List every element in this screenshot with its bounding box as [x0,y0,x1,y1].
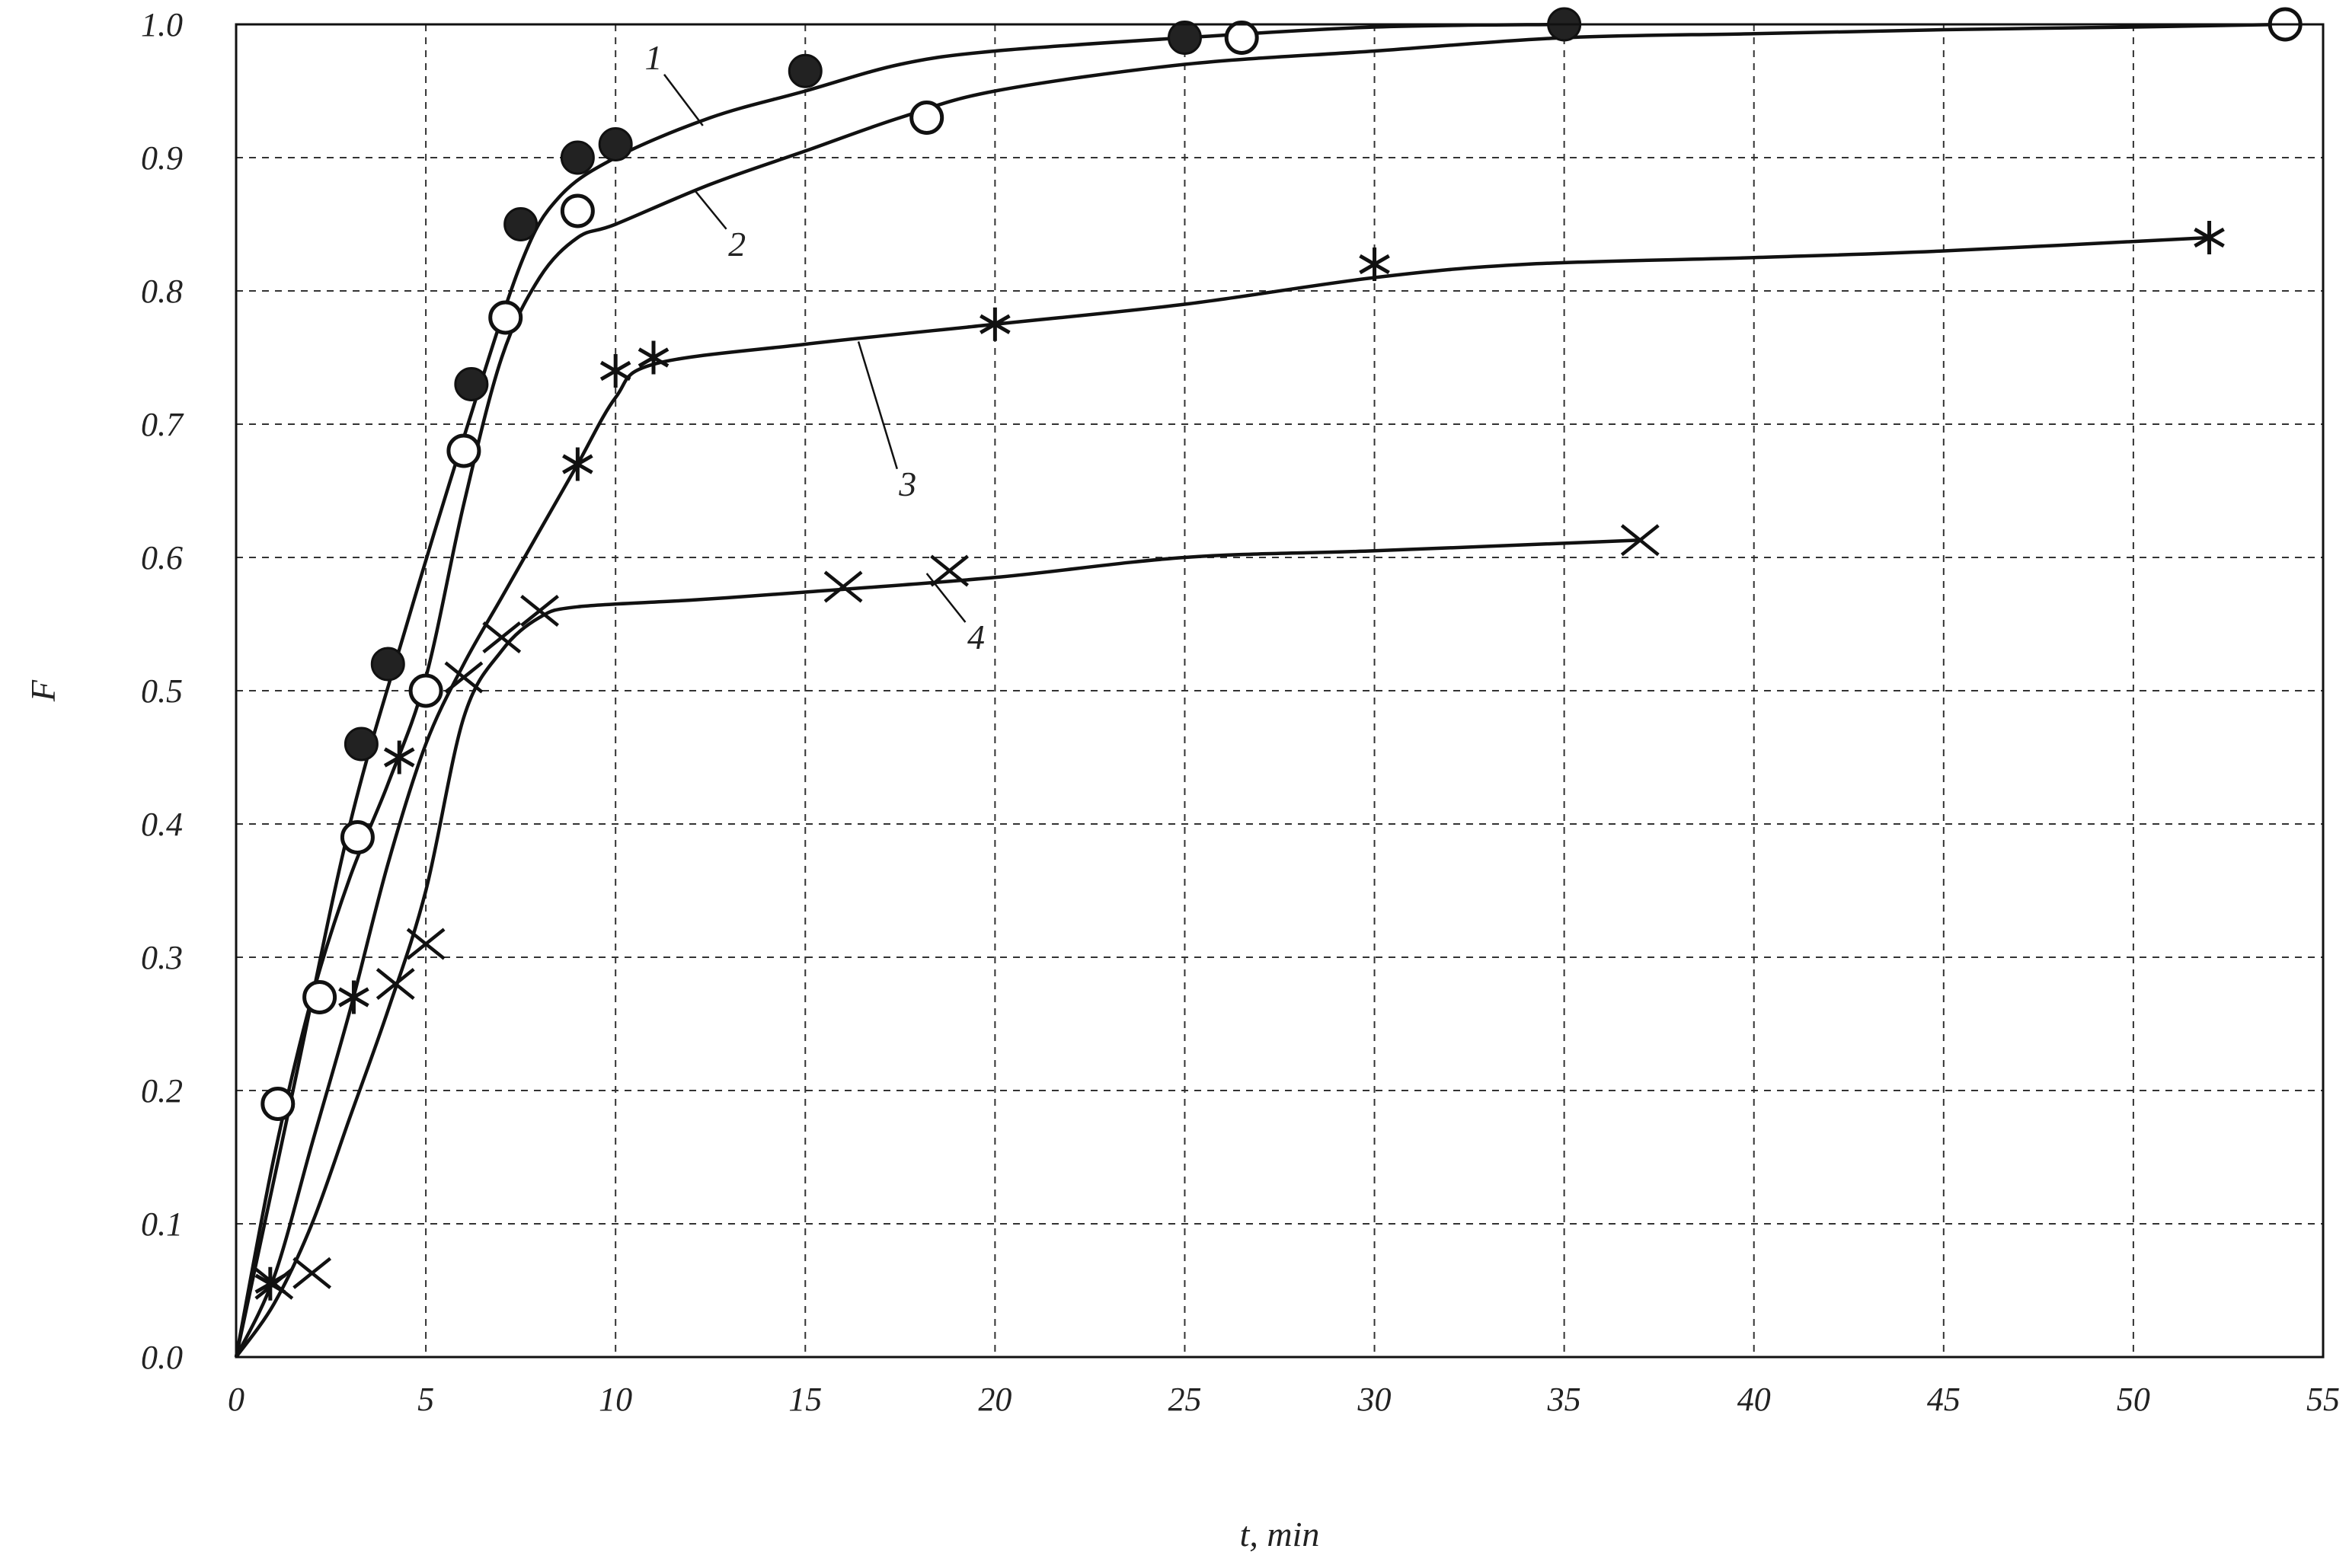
y-tick-label: 0.0 [141,1339,183,1376]
curve-label-1-leader [663,73,704,126]
y-tick-label: 0.3 [141,939,183,976]
series-1-point [503,207,539,241]
series-1-point [370,647,405,682]
y-tick-label: 0.9 [141,139,183,177]
series-1-point [598,127,633,161]
series-4-point [930,554,969,587]
x-tick-label: 20 [978,1381,1012,1418]
series-2-point [560,193,595,228]
x-tick-label: 55 [2306,1381,2340,1418]
series-4-point [823,570,863,603]
curve-labels: 1 2 3 4 [645,38,985,656]
curve-label-1: 1 [645,38,663,77]
series-2-point [408,673,443,708]
x-axis-title: t, min [1240,1515,1320,1554]
y-axis-title: F [24,679,62,702]
series-3-point [383,740,415,774]
series-4-point [444,661,484,694]
plot-frame [235,23,2325,1359]
curve-label-4: 4 [967,618,985,656]
series-1-point [560,140,595,175]
x-tick-labels: 0 5 10 15 20 25 30 35 40 45 50 55 [228,1381,2340,1418]
series-1-curve [234,22,1564,1358]
series-4-point [406,928,446,960]
y-tick-label: 0.1 [141,1206,183,1243]
series-3-point [638,340,670,375]
series-2-point [446,433,481,468]
series-3-point [562,447,593,481]
curve-label-2: 2 [728,225,746,263]
series-3-point [980,307,1011,341]
x-tick-label: 45 [1927,1381,1961,1418]
series-4-point [292,1257,332,1289]
x-tick-label: 5 [417,1381,434,1418]
curve-label-3-leader [857,341,898,470]
series-1-point [454,367,489,401]
series-2-point [909,101,944,135]
series-3-curve [234,235,2210,1358]
series-2-point [340,820,375,854]
x-tick-label: 30 [1357,1381,1392,1418]
y-tick-label: 0.7 [141,406,184,443]
x-tick-label: 25 [1168,1381,1201,1418]
x-tick-label: 10 [599,1381,632,1418]
series-4-point [520,595,559,627]
series-4-curve [235,538,1641,1359]
y-tick-labels: 0.0 0.1 0.2 0.3 0.4 0.5 0.6 0.7 0.8 0.9 1.0 [141,6,184,1376]
x-tick-label: 0 [228,1381,244,1418]
curve-label-3: 3 [898,465,916,503]
y-tick-label: 0.8 [141,273,183,310]
data-markers [254,7,2303,1301]
x-tick-label: 15 [788,1381,822,1418]
series-2-point [488,300,523,335]
series-4-point [1620,524,1660,557]
y-tick-label: 0.6 [141,539,183,576]
curve-label-4-leader [925,573,967,623]
series-3-point [1359,247,1390,281]
series-2-point [260,1087,296,1121]
y-tick-label: 0.4 [141,806,183,843]
series-1-point [344,727,379,762]
series-2-point [1224,21,1259,55]
series-1-point [1167,21,1202,55]
y-tick-label: 1.0 [141,6,183,43]
series-3-point [2194,221,2225,254]
curve-label-2-leader [694,190,727,230]
series-2-point [302,980,337,1014]
series-4-point [376,968,415,1000]
y-tick-label: 0.5 [141,672,183,710]
y-tick-label: 0.2 [141,1072,183,1110]
series-3-point [338,980,369,1014]
series-1-point [788,53,823,88]
series-3-point [599,354,631,388]
x-tick-label: 40 [1737,1381,1771,1418]
x-tick-label: 50 [2117,1381,2150,1418]
series-4-point [482,621,522,653]
series-4-point [254,1267,294,1300]
x-tick-label: 35 [1547,1381,1581,1418]
